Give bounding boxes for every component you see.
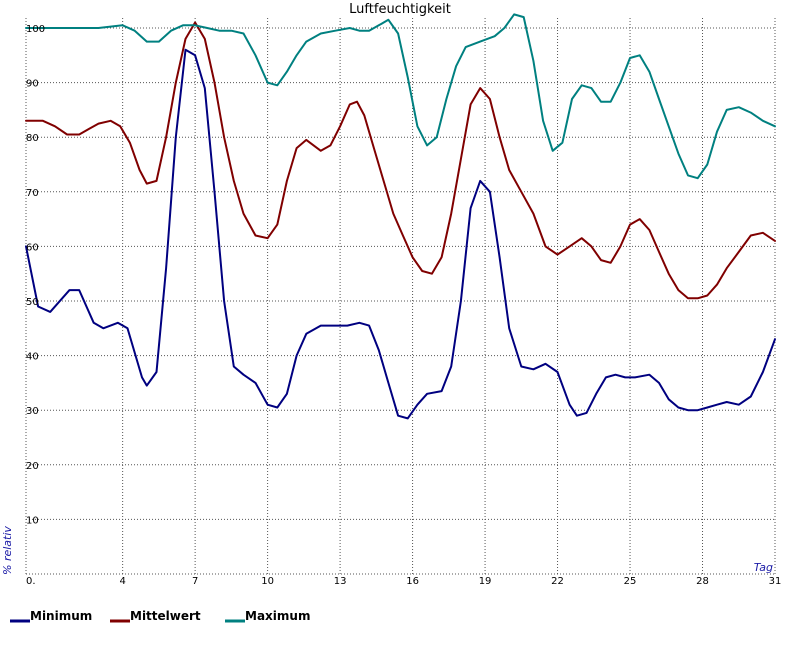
tick-labels: 10 20 30 40 50 60 70 80 90 100 0. 4 7 10 13 16 19 22 25 28 3… xyxy=(26,24,781,587)
x-tick-label: 7 xyxy=(192,576,198,587)
x-axis-label: Tag xyxy=(754,561,773,574)
y-tick-label: 70 xyxy=(26,188,39,199)
series-line-minimum xyxy=(25,48,776,420)
y-tick-label: 60 xyxy=(26,242,39,253)
y-tick-label: 50 xyxy=(26,297,39,308)
y-tick-label: 100 xyxy=(26,24,45,35)
y-tick-label: 90 xyxy=(26,79,39,90)
x-tick-label: 28 xyxy=(696,576,709,587)
series-lines xyxy=(25,13,776,420)
series-line-maximum xyxy=(25,13,776,180)
x-tick-label: 19 xyxy=(479,576,492,587)
y-tick-label: 30 xyxy=(26,406,39,417)
plot-area xyxy=(30,18,775,574)
x-tick-label: 22 xyxy=(551,576,564,587)
x-tick-label: 10 xyxy=(261,576,274,587)
x-tick-label: 13 xyxy=(334,576,347,587)
x-tick-label: 25 xyxy=(624,576,637,587)
y-axis-label: % relativ xyxy=(1,526,14,575)
grid xyxy=(25,18,776,575)
y-tick-label: 20 xyxy=(26,461,39,472)
legend-label-minimum: Minimum xyxy=(30,609,92,623)
legend-label-mittelwert: Mittelwert xyxy=(130,609,201,623)
x-tick-label: 31 xyxy=(769,576,782,587)
y-tick-label: 40 xyxy=(26,352,39,363)
series-line-mittelwert xyxy=(25,21,776,300)
y-tick-label: 10 xyxy=(26,515,39,526)
x-tick-label: 4 xyxy=(119,576,125,587)
legend-label-maximum: Maximum xyxy=(245,609,310,623)
x-tick-label: 16 xyxy=(406,576,419,587)
y-tick-label: 80 xyxy=(26,133,39,144)
x-tick-label: 0. xyxy=(26,576,36,587)
legend: Minimum Mittelwert Maximum xyxy=(10,609,310,623)
chart-title: Luftfeuchtigkeit xyxy=(349,2,451,17)
